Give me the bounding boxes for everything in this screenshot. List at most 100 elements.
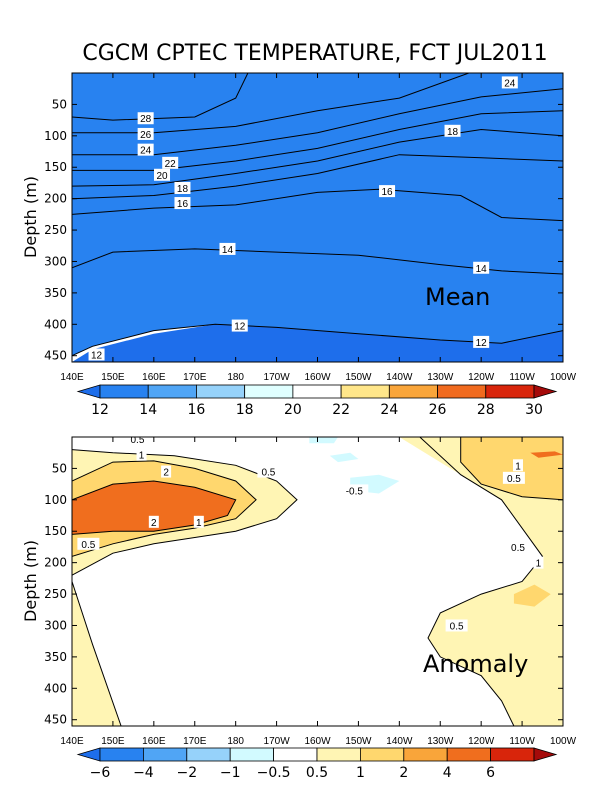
contour-line-14 (72, 248, 563, 275)
colorbar-tick-label: 16 (188, 402, 206, 418)
y-tick-label: 250 (44, 587, 67, 601)
y-tick-label: 200 (44, 192, 67, 206)
contour-label: 18 (447, 127, 459, 138)
y-tick-label: 50 (52, 97, 67, 111)
y-tick-label: 300 (44, 254, 67, 268)
contour-label: 0.5 (507, 474, 521, 485)
y-axis-label: Depth (m) (21, 540, 40, 622)
contour-line-1 (72, 460, 257, 557)
x-tick-label: 140W (386, 736, 413, 747)
contour-line-22 (72, 110, 563, 171)
colorbar-swatch (186, 747, 231, 762)
colorbar-swatch (340, 384, 390, 399)
contour-label: 18 (177, 184, 189, 195)
x-tick-label: 100W (550, 372, 577, 383)
contour-line-28 (72, 73, 249, 121)
contour-label-bg (502, 471, 525, 484)
contour-label: 0.5 (450, 621, 464, 632)
colorbar-swatch (388, 384, 438, 399)
contour-label-bg (512, 459, 523, 472)
contour-label-bg (174, 181, 191, 194)
x-tick-label: 180 (227, 736, 244, 747)
colorbar-tick-label: 24 (380, 402, 398, 418)
colorbar-tick-label: 12 (91, 402, 109, 418)
colorbar-tick-label: 2 (399, 765, 408, 781)
contour-label: 0.5 (81, 540, 95, 551)
contour-label-bg (136, 448, 147, 461)
colorbar-swatch (273, 747, 318, 762)
colorbar-swatch (403, 747, 448, 762)
contour-label: 1 (196, 518, 202, 529)
contour-label-bg (137, 112, 154, 125)
contour-label: 22 (165, 159, 177, 170)
contour-line-0.5 (419, 437, 544, 726)
colorbar-tick-label: −6 (90, 765, 111, 781)
y-tick-label: 450 (44, 713, 67, 727)
x-tick-label: 130W (427, 736, 454, 747)
colorbar-swatch (292, 384, 342, 399)
filled-band--0.5 (329, 452, 359, 463)
y-tick-label: 50 (52, 461, 67, 475)
contour-label-bg (473, 335, 490, 348)
contour-label-bg (77, 537, 100, 550)
x-tick-label: 180 (227, 372, 244, 383)
colorbar-tick-label: 26 (429, 402, 447, 418)
contour-line-0.5 (72, 449, 298, 576)
contour-label: 12 (91, 350, 103, 361)
x-tick-label: 170W (264, 736, 291, 747)
x-tick-label: 160W (304, 372, 331, 383)
anomaly-panel: 0.5 1 2 -0.5 0.5 2 1 0.5 1 0.5 0.5 1 0.5 140E 150E 160E… (21, 435, 577, 781)
y-tick-label: 250 (44, 223, 67, 237)
contour-label-bg (161, 465, 172, 478)
colorbar-tick-label: −0.5 (257, 765, 291, 781)
chart-title: CGCM CPTEC TEMPERATURE, FCT JUL2011 (82, 41, 547, 66)
contour-label: 16 (177, 199, 189, 210)
contour-label-bg (126, 437, 149, 445)
contour-label-bg (219, 242, 236, 255)
filled-band-12 (72, 73, 563, 356)
contour-label-bg (506, 540, 529, 553)
colorbar-swatch (437, 384, 487, 399)
colorbar-swatch (147, 384, 197, 399)
colorbar-swatch (485, 384, 535, 399)
x-tick-label: 110W (509, 736, 535, 747)
colorbar-swatch (196, 384, 246, 399)
contour-line-1 (460, 437, 563, 501)
contour-label: 0.5 (261, 468, 275, 479)
filled-band-0.5 (72, 581, 122, 726)
contour-label-bg (444, 124, 461, 137)
contour-label-bg (473, 261, 490, 274)
colorbar-swatch (446, 747, 492, 762)
colorbar-low-triangle (76, 384, 101, 399)
contour-label: 14 (222, 245, 234, 256)
x-tick-label: 140E (60, 372, 84, 383)
contour-label: 20 (156, 171, 168, 182)
x-tick-label: 100W (550, 736, 577, 747)
contour-label: 2 (151, 518, 157, 529)
colorbar-swatch (316, 747, 361, 762)
x-tick-label: 110W (509, 372, 535, 383)
x-tick-label: 130W (427, 372, 454, 383)
contour-label-bg (148, 515, 159, 528)
x-tick-label: 160E (142, 372, 166, 383)
contour-label-bg (445, 619, 468, 632)
contour-label: 24 (140, 146, 152, 157)
colorbar-swatch (244, 384, 294, 399)
contour-label-bg (88, 348, 105, 361)
x-tick-label: 150E (101, 372, 125, 383)
plot-area: 0.5 1 2 -0.5 0.5 2 1 0.5 1 0.5 0.5 1 0.5 (72, 435, 563, 726)
panel-label: Anomaly (423, 650, 528, 678)
contour-label: 0.5 (131, 435, 145, 446)
colorbar-low-triangle (76, 747, 101, 762)
contour-label-bg (257, 465, 280, 478)
y-axis-label: Depth (m) (21, 176, 40, 258)
filled-band-10 (72, 324, 563, 362)
panel-label: Mean (425, 283, 490, 311)
colorbar-swatch (99, 747, 144, 762)
contour-line-18 (72, 154, 563, 200)
contour-label: 26 (140, 130, 152, 141)
y-tick-label: 150 (44, 160, 67, 174)
colorbar-tick-label: −2 (176, 765, 197, 781)
